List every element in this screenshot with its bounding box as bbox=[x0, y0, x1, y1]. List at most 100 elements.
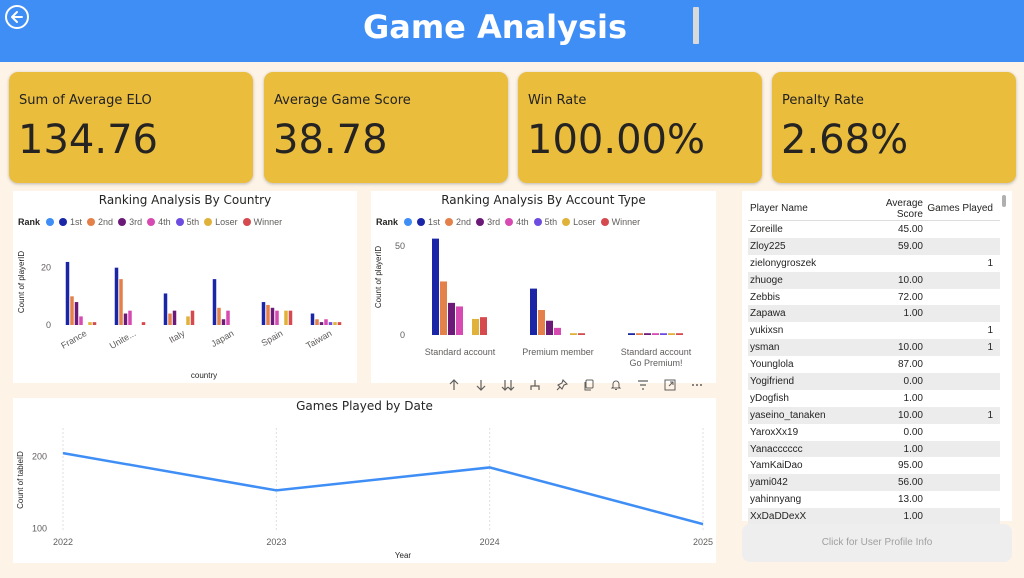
bar[interactable] bbox=[546, 320, 553, 335]
bar[interactable] bbox=[448, 302, 455, 335]
bar[interactable] bbox=[456, 306, 463, 335]
table-row[interactable]: zielonygroszek 1 bbox=[748, 255, 1000, 272]
user-profile-button[interactable]: Click for User Profile Info bbox=[742, 524, 1012, 562]
bar[interactable] bbox=[270, 307, 275, 325]
table-row[interactable]: Zoreille 45.00 bbox=[748, 221, 1000, 238]
legend-item[interactable]: Loser bbox=[562, 217, 596, 227]
account-chart-panel[interactable]: Ranking Analysis By Account Type Rank 1st… bbox=[371, 191, 716, 383]
column-header-average-score[interactable]: Average Score bbox=[885, 197, 923, 220]
bar[interactable] bbox=[676, 333, 683, 335]
bar[interactable] bbox=[319, 322, 324, 325]
bar[interactable] bbox=[337, 322, 342, 325]
table-row[interactable]: yami042 56.00 bbox=[748, 474, 1000, 492]
country-chart-panel[interactable]: Ranking Analysis By Country Rank 1st 2nd 3r… bbox=[13, 191, 357, 383]
bar[interactable] bbox=[628, 333, 635, 335]
legend-item[interactable]: 4th bbox=[147, 217, 171, 227]
legend-item[interactable]: 5th bbox=[533, 217, 557, 227]
bar[interactable] bbox=[432, 238, 439, 335]
bar[interactable] bbox=[538, 310, 545, 335]
bar[interactable] bbox=[310, 313, 315, 325]
legend-item[interactable]: 4th bbox=[505, 217, 529, 227]
bar[interactable] bbox=[92, 322, 97, 325]
bar[interactable] bbox=[70, 296, 74, 325]
table-scrollbar[interactable] bbox=[1002, 195, 1006, 207]
kpi-card-penalty-rate[interactable]: Penalty Rate 2.68% bbox=[772, 72, 1016, 183]
table-row[interactable]: yDogfish 1.00 bbox=[748, 390, 1000, 407]
bar[interactable] bbox=[141, 322, 146, 325]
bar[interactable] bbox=[328, 322, 333, 325]
pin-icon[interactable] bbox=[548, 372, 575, 398]
legend-item[interactable]: 2nd bbox=[87, 217, 113, 227]
table-row[interactable]: Zapawa 1.00 bbox=[748, 305, 1000, 323]
bar[interactable] bbox=[480, 317, 487, 335]
kpi-card-average-elo[interactable]: Sum of Average ELO 134.76 bbox=[9, 72, 253, 183]
bar[interactable] bbox=[186, 316, 190, 325]
legend-item[interactable]: 3rd bbox=[118, 217, 142, 227]
bar[interactable] bbox=[79, 316, 83, 325]
bar[interactable] bbox=[315, 319, 319, 325]
bar[interactable] bbox=[668, 333, 675, 335]
legend-item[interactable]: Winner bbox=[600, 217, 640, 227]
bar[interactable] bbox=[636, 333, 643, 335]
bar[interactable] bbox=[88, 322, 92, 325]
focus-mode-icon[interactable] bbox=[656, 372, 683, 398]
table-row[interactable]: YaroxXx19 0.00 bbox=[748, 424, 1000, 441]
filter-icon[interactable] bbox=[629, 372, 656, 398]
table-row[interactable]: XxDaDDexX 1.00 bbox=[748, 508, 1000, 526]
bar[interactable] bbox=[288, 310, 293, 325]
table-row[interactable]: YamKaiDao 95.00 bbox=[748, 457, 1000, 474]
bar[interactable] bbox=[221, 319, 226, 325]
bar[interactable] bbox=[284, 310, 288, 325]
bar[interactable] bbox=[261, 302, 266, 325]
bar[interactable] bbox=[660, 333, 667, 335]
table-row[interactable]: ysman 10.00 1 bbox=[748, 339, 1000, 357]
bar[interactable] bbox=[324, 319, 328, 325]
bar[interactable] bbox=[652, 333, 659, 335]
bar[interactable] bbox=[212, 279, 217, 325]
bar[interactable] bbox=[275, 310, 279, 325]
kpi-card-win-rate[interactable]: Win Rate 100.00% bbox=[518, 72, 762, 183]
bar[interactable] bbox=[74, 302, 79, 325]
bar[interactable] bbox=[168, 313, 172, 325]
kpi-card-average-game-score[interactable]: Average Game Score 38.78 bbox=[264, 72, 508, 183]
bar[interactable] bbox=[530, 288, 537, 335]
back-button[interactable] bbox=[5, 5, 29, 29]
bar[interactable] bbox=[190, 310, 195, 325]
bar[interactable] bbox=[554, 327, 561, 335]
bar[interactable] bbox=[114, 267, 119, 325]
player-table-panel[interactable]: Player Name Average Score Games Played Z… bbox=[742, 191, 1012, 526]
bar[interactable] bbox=[217, 307, 221, 325]
arrow-down-icon[interactable] bbox=[467, 372, 494, 398]
table-row[interactable]: yaseino_tanaken 10.00 1 bbox=[748, 406, 1000, 424]
bar[interactable] bbox=[440, 281, 447, 335]
arrow-up-icon[interactable] bbox=[440, 372, 467, 398]
legend-item[interactable]: Winner bbox=[242, 217, 282, 227]
more-options-icon[interactable] bbox=[683, 372, 710, 398]
series-line[interactable] bbox=[62, 451, 704, 526]
legend-item[interactable]: 2nd bbox=[445, 217, 471, 227]
table-row[interactable]: Younglola 87.00 bbox=[748, 356, 1000, 373]
legend-item[interactable]: 5th bbox=[175, 217, 199, 227]
bar[interactable] bbox=[472, 318, 479, 335]
table-row[interactable]: Zloy225 59.00 bbox=[748, 237, 1000, 255]
table-row[interactable]: yahinnyang 13.00 bbox=[748, 491, 1000, 508]
bell-icon[interactable] bbox=[602, 372, 629, 398]
bar[interactable] bbox=[123, 313, 128, 325]
bar[interactable] bbox=[226, 310, 230, 325]
column-header-player-name[interactable]: Player Name bbox=[750, 203, 808, 214]
legend-item[interactable]: 3rd bbox=[476, 217, 500, 227]
legend-item[interactable]: 1st bbox=[417, 217, 440, 227]
expand-hierarchy-icon[interactable] bbox=[521, 372, 548, 398]
bar[interactable] bbox=[172, 310, 177, 325]
table-row[interactable]: Yogifriend 0.00 bbox=[748, 373, 1000, 390]
games-by-date-panel[interactable]: Games Played by Date 100 200 2022 2023 2024 2… bbox=[13, 398, 716, 563]
bar[interactable] bbox=[570, 333, 577, 335]
column-header-games-played[interactable]: Games Played bbox=[927, 203, 993, 214]
bar[interactable] bbox=[266, 304, 270, 325]
bar[interactable] bbox=[119, 279, 123, 325]
bar[interactable] bbox=[65, 261, 70, 325]
bar[interactable] bbox=[578, 333, 585, 335]
bar[interactable] bbox=[128, 310, 132, 325]
bar[interactable] bbox=[163, 293, 168, 325]
legend-item[interactable]: 1st bbox=[59, 217, 82, 227]
